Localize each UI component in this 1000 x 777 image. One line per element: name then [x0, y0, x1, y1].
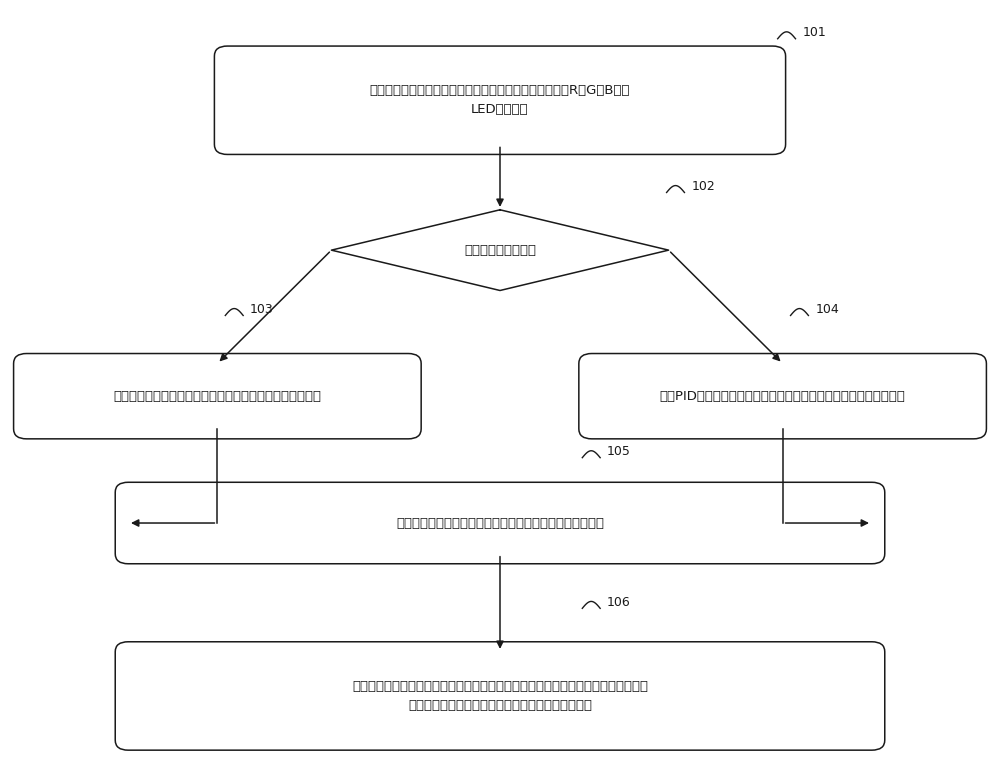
- Text: 采用分水岭算法对采集得到的异物图像进行分割，根据像素点进行面积计算，并将皮
带异物信息传输到分拣系统，由分拣机械手进行处理: 采用分水岭算法对采集得到的异物图像进行分割，根据像素点进行面积计算，并将皮 带异…: [352, 680, 648, 712]
- Text: 启动面阵工业相机进行图像采集，采集皮带运输机上的图像: 启动面阵工业相机进行图像采集，采集皮带运输机上的图像: [113, 390, 321, 402]
- FancyBboxPatch shape: [115, 483, 885, 564]
- Text: 满足图像清晰度要求: 满足图像清晰度要求: [464, 244, 536, 256]
- FancyBboxPatch shape: [14, 354, 421, 439]
- Text: 103: 103: [250, 303, 274, 315]
- Polygon shape: [331, 210, 669, 291]
- FancyBboxPatch shape: [579, 354, 986, 439]
- Text: 光电开关传感器测物料状态，将信息返回到控制台，开启R、G、B三色
LED线型光源: 光电开关传感器测物料状态，将信息返回到控制台，开启R、G、B三色 LED线型光源: [370, 85, 630, 116]
- Text: 101: 101: [802, 26, 826, 39]
- FancyBboxPatch shape: [115, 642, 885, 750]
- Text: 106: 106: [607, 596, 631, 608]
- Text: 模糊PID控制调节照明，直至清晰度为最优清晰度时，进行图像采集: 模糊PID控制调节照明，直至清晰度为最优清晰度时，进行图像采集: [660, 390, 906, 402]
- Text: 105: 105: [607, 445, 631, 458]
- Text: 对满足清晰度要求的图像进行异物识别，并输出置信度信息: 对满足清晰度要求的图像进行异物识别，并输出置信度信息: [396, 517, 604, 529]
- Text: 104: 104: [815, 303, 839, 315]
- FancyBboxPatch shape: [214, 46, 786, 155]
- Text: 102: 102: [691, 179, 715, 193]
